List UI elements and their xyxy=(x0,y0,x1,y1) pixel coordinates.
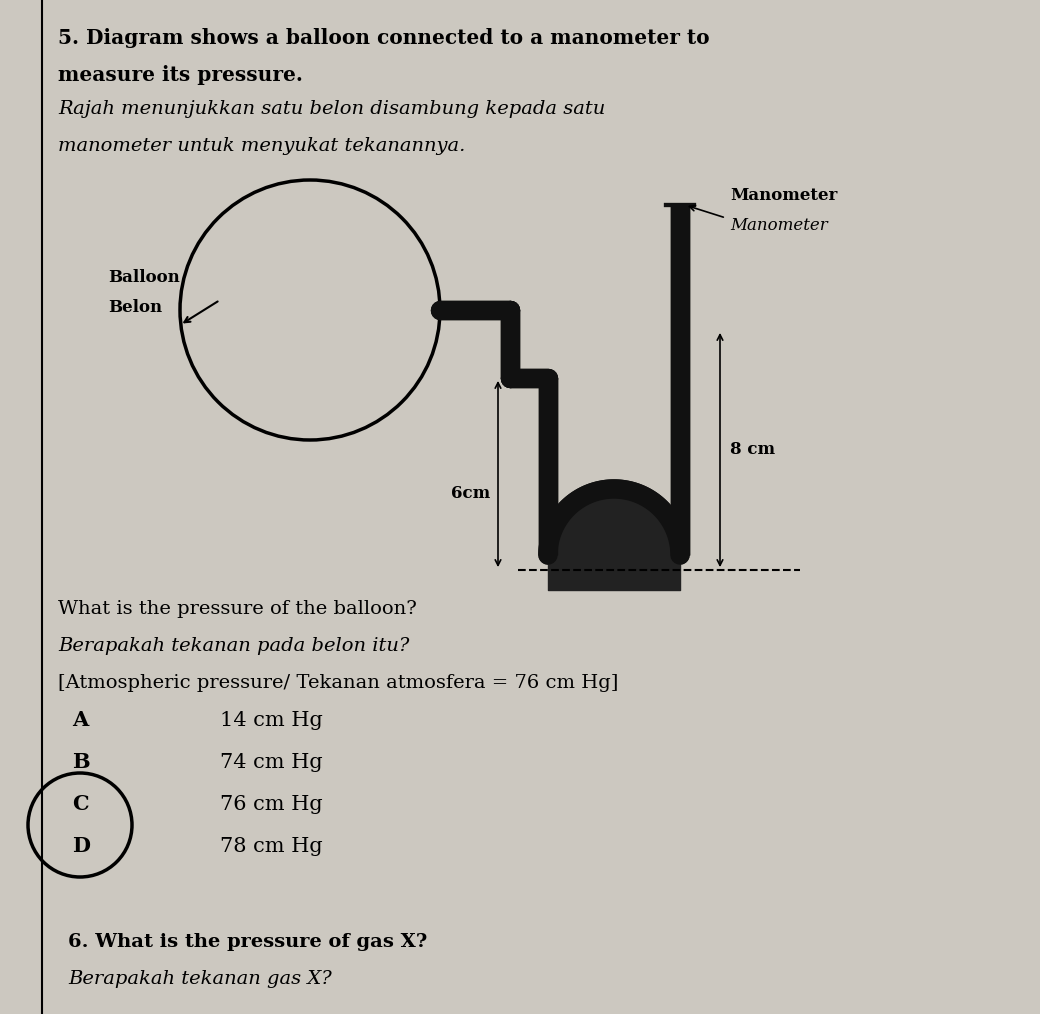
Text: Manometer: Manometer xyxy=(730,217,828,233)
Text: Rajah menunjukkan satu belon disambung kepada satu: Rajah menunjukkan satu belon disambung k… xyxy=(58,100,605,118)
Text: measure its pressure.: measure its pressure. xyxy=(58,65,303,85)
Text: [Atmospheric pressure/ Tekanan atmosfera = 76 cm Hg]: [Atmospheric pressure/ Tekanan atmosfera… xyxy=(58,674,619,692)
Text: 6cm: 6cm xyxy=(450,486,490,503)
Text: Belon: Belon xyxy=(108,299,162,316)
Text: 6. What is the pressure of gas X?: 6. What is the pressure of gas X? xyxy=(68,933,427,951)
Text: 14 cm Hg: 14 cm Hg xyxy=(220,711,322,729)
Text: 5. Diagram shows a balloon connected to a manometer to: 5. Diagram shows a balloon connected to … xyxy=(58,28,709,48)
Text: C: C xyxy=(72,794,88,814)
Text: Balloon: Balloon xyxy=(108,270,180,287)
Text: manometer untuk menyukat tekanannya.: manometer untuk menyukat tekanannya. xyxy=(58,137,465,155)
Bar xyxy=(542,378,554,555)
Text: Berapakah tekanan pada belon itu?: Berapakah tekanan pada belon itu? xyxy=(58,637,410,655)
Text: D: D xyxy=(72,836,90,856)
Text: B: B xyxy=(72,752,89,772)
Text: 78 cm Hg: 78 cm Hg xyxy=(220,837,322,856)
Bar xyxy=(674,330,686,555)
Text: What is the pressure of the balloon?: What is the pressure of the balloon? xyxy=(58,600,417,618)
Text: Berapakah tekanan gas X?: Berapakah tekanan gas X? xyxy=(68,970,332,988)
Text: 8 cm: 8 cm xyxy=(730,441,775,458)
Text: 74 cm Hg: 74 cm Hg xyxy=(220,752,322,772)
Text: Manometer: Manometer xyxy=(730,187,837,204)
Text: A: A xyxy=(72,710,88,730)
Text: 76 cm Hg: 76 cm Hg xyxy=(220,795,322,813)
